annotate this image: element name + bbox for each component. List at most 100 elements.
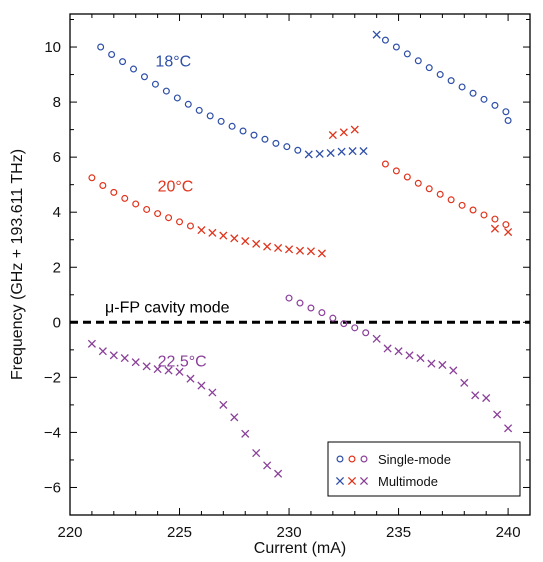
- multimode-point: [304, 150, 313, 159]
- single-mode-point: [296, 299, 304, 307]
- multimode-point: [131, 358, 140, 367]
- legend-marker: [359, 476, 369, 486]
- multimode-point: [230, 234, 239, 243]
- data-marks: [87, 30, 513, 478]
- multimode-point: [263, 242, 272, 251]
- single-mode-point: [340, 320, 348, 328]
- single-mode-point: [88, 174, 96, 182]
- single-mode-point: [491, 215, 499, 223]
- multimode-point: [337, 147, 346, 156]
- single-mode-point: [110, 188, 118, 196]
- multimode-point: [197, 381, 206, 390]
- single-mode-point: [425, 185, 433, 193]
- single-mode-point: [403, 173, 411, 181]
- single-mode-point: [414, 179, 422, 187]
- single-mode-point: [217, 117, 225, 125]
- multimode-point: [315, 149, 324, 158]
- multimode-point: [394, 347, 403, 356]
- multimode-point: [348, 147, 357, 156]
- single-mode-point: [130, 65, 138, 73]
- single-mode-point: [504, 117, 512, 125]
- x-axis-title: Current (mA): [254, 540, 346, 557]
- single-mode-point: [381, 160, 389, 168]
- single-mode-point: [318, 309, 326, 317]
- multimode-point: [153, 365, 162, 374]
- single-mode-point: [502, 221, 510, 229]
- multimode-point: [197, 226, 206, 235]
- multimode-point: [175, 367, 184, 376]
- x-tick-label: 240: [496, 524, 521, 541]
- multimode-point: [493, 410, 502, 419]
- multimode-point: [438, 360, 447, 370]
- single-mode-point: [414, 57, 422, 65]
- series-label: 22.5°C: [158, 353, 207, 370]
- single-mode-point: [272, 139, 280, 147]
- single-mode-point: [283, 143, 291, 151]
- single-mode-point: [392, 43, 400, 51]
- single-mode-point: [294, 146, 302, 154]
- x-tick-label: 230: [277, 524, 302, 541]
- x-tick-label: 225: [167, 524, 192, 541]
- single-mode-point: [132, 200, 140, 208]
- series-annotations: 18°C 20°C 22.5°C: [155, 53, 206, 370]
- single-mode-point: [436, 71, 444, 79]
- multimode-point: [241, 429, 250, 438]
- multimode-point: [405, 351, 414, 360]
- multimode-point: [372, 30, 381, 39]
- multimode-point: [219, 231, 228, 240]
- single-mode-point: [447, 77, 455, 85]
- multimode-point: [482, 393, 491, 403]
- multimode-point: [274, 469, 283, 478]
- multimode-point: [383, 344, 392, 353]
- multimode-point: [372, 334, 381, 343]
- single-mode-point: [162, 87, 170, 95]
- multimode-point: [120, 354, 129, 363]
- single-mode-point: [480, 211, 488, 219]
- single-mode-point: [119, 58, 127, 66]
- single-mode-point: [329, 314, 337, 322]
- legend-marker: [360, 455, 368, 463]
- y-tick-label: 0: [53, 314, 61, 331]
- multimode-point: [416, 354, 425, 363]
- single-mode-point: [392, 167, 400, 175]
- single-mode-point: [121, 194, 129, 202]
- single-mode-point: [480, 95, 488, 103]
- multimode-point: [490, 224, 500, 233]
- single-mode-point: [176, 218, 184, 226]
- x-tick-label: 235: [386, 524, 411, 541]
- single-mode-point: [154, 210, 162, 218]
- series-label: 20°C: [158, 179, 194, 196]
- multimode-point: [350, 125, 359, 134]
- single-mode-point: [151, 80, 159, 88]
- single-mode-point: [469, 206, 477, 214]
- single-mode-point: [184, 100, 192, 108]
- legend-marker: [347, 476, 357, 486]
- legend-box: [327, 441, 521, 497]
- multimode-point: [504, 424, 513, 433]
- y-tick-label: 6: [53, 149, 61, 166]
- x-tick-label: 220: [57, 524, 82, 541]
- multimode-point: [504, 227, 513, 237]
- multimode-point: [98, 347, 107, 356]
- single-mode-point: [261, 135, 269, 143]
- y-tick-label: 4: [53, 204, 61, 221]
- multimode-point: [208, 228, 217, 237]
- single-mode-point: [362, 329, 370, 337]
- single-mode-point: [195, 106, 203, 114]
- y-tick-label: −2: [44, 369, 61, 386]
- legend-marker: [348, 455, 356, 463]
- multimode-point: [326, 148, 335, 158]
- single-mode-point: [285, 294, 293, 302]
- multimode-point: [460, 378, 469, 387]
- single-mode-point: [307, 304, 315, 312]
- y-tick-label: 10: [44, 39, 61, 56]
- multimode-point: [87, 339, 96, 348]
- single-mode-point: [173, 94, 181, 102]
- multimode-point: [208, 388, 217, 397]
- multimode-point: [449, 366, 458, 375]
- multimode-point: [252, 449, 261, 458]
- single-mode-point: [97, 43, 105, 51]
- single-mode-point: [491, 101, 499, 109]
- y-tick-label: 8: [53, 94, 61, 111]
